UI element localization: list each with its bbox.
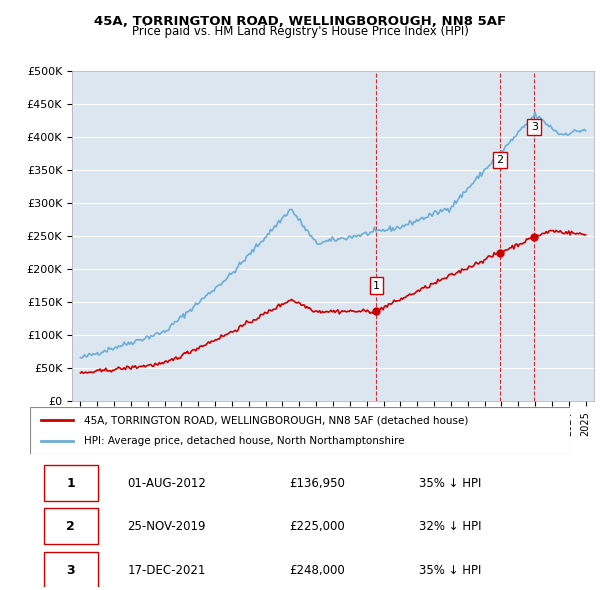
Text: 1: 1 <box>66 477 75 490</box>
Text: HPI: Average price, detached house, North Northamptonshire: HPI: Average price, detached house, Nort… <box>84 436 404 446</box>
Text: 25-NOV-2019: 25-NOV-2019 <box>127 520 206 533</box>
Text: £225,000: £225,000 <box>289 520 345 533</box>
Text: 32% ↓ HPI: 32% ↓ HPI <box>419 520 481 533</box>
Text: £248,000: £248,000 <box>289 563 345 576</box>
Text: 35% ↓ HPI: 35% ↓ HPI <box>419 477 481 490</box>
FancyBboxPatch shape <box>44 508 97 544</box>
FancyBboxPatch shape <box>30 407 570 454</box>
Text: 45A, TORRINGTON ROAD, WELLINGBOROUGH, NN8 5AF: 45A, TORRINGTON ROAD, WELLINGBOROUGH, NN… <box>94 15 506 28</box>
FancyBboxPatch shape <box>44 465 97 502</box>
Text: 3: 3 <box>66 563 75 576</box>
Text: 2: 2 <box>66 520 75 533</box>
Text: 17-DEC-2021: 17-DEC-2021 <box>127 563 206 576</box>
Text: Price paid vs. HM Land Registry's House Price Index (HPI): Price paid vs. HM Land Registry's House … <box>131 25 469 38</box>
Text: 45A, TORRINGTON ROAD, WELLINGBOROUGH, NN8 5AF (detached house): 45A, TORRINGTON ROAD, WELLINGBOROUGH, NN… <box>84 415 469 425</box>
Text: 3: 3 <box>531 122 538 132</box>
Text: 35% ↓ HPI: 35% ↓ HPI <box>419 563 481 576</box>
Text: 1: 1 <box>373 281 380 290</box>
Text: £136,950: £136,950 <box>289 477 345 490</box>
FancyBboxPatch shape <box>44 552 97 588</box>
Text: 2: 2 <box>496 155 503 165</box>
Text: 01-AUG-2012: 01-AUG-2012 <box>127 477 206 490</box>
